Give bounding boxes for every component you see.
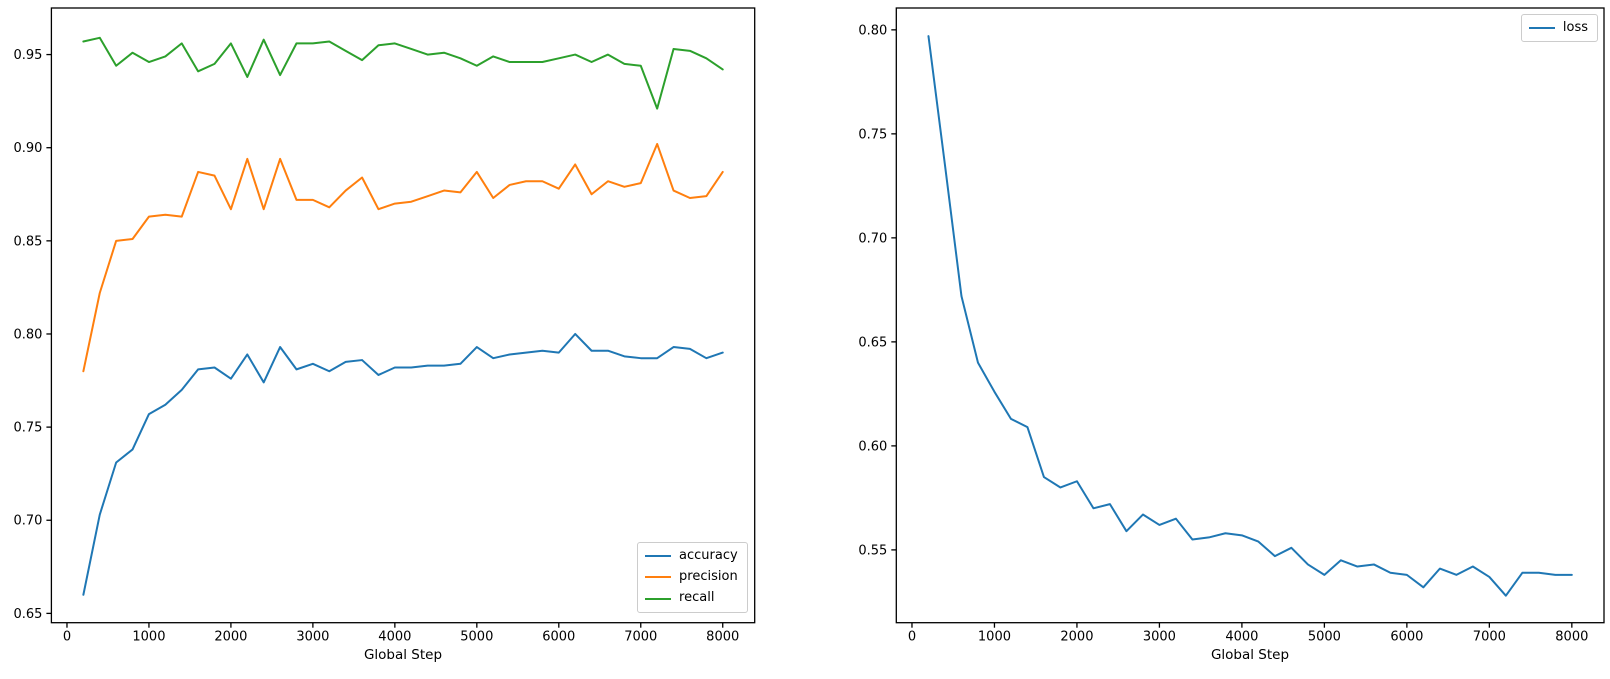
metrics-x-tick-label: 4000 [378, 629, 411, 644]
legend-label-recall: recall [679, 590, 715, 606]
metrics-x-tick-label: 2000 [214, 629, 247, 644]
metrics-y-tick-label: 0.80 [13, 327, 42, 342]
loss-x-tick-label: 3000 [1143, 629, 1176, 644]
metrics-x-tick-label: 3000 [296, 629, 329, 644]
metrics-x-tick-label: 8000 [706, 629, 739, 644]
loss-y-tick-label: 0.75 [858, 127, 887, 142]
loss-axes-frame [895, 7, 1605, 624]
loss-x-tick-label: 4000 [1225, 629, 1258, 644]
metrics-series-recall [82, 36, 724, 110]
metrics-series-accuracy [82, 332, 724, 596]
legend-item-recall: recall [645, 590, 738, 606]
metrics-y-tick-label: 0.95 [13, 48, 42, 63]
metrics-y-tick-label: 0.90 [13, 141, 42, 156]
legend-item-loss: loss [1528, 20, 1588, 36]
metrics-y-tick-label: 0.85 [13, 234, 42, 249]
metrics-chart: 0 1000 2000 3000 4000 5000 6000 7000 8000 0.65 0.7… [13, 7, 756, 663]
loss-x-tick-label: 6000 [1390, 629, 1423, 644]
loss-chart: 0 1000 2000 3000 4000 5000 6000 7000 8000 0.55 0.6… [805, 0, 1610, 679]
loss-y-tick-label: 0.65 [858, 335, 887, 350]
loss-y-tick-label: 0.80 [858, 23, 887, 38]
metrics-plot-canvas: 0 1000 2000 3000 4000 5000 6000 7000 8000 0.65 0.7… [13, 7, 756, 644]
recall-line-swatch-icon [645, 597, 672, 600]
metrics-x-tick-label: 5000 [460, 629, 493, 644]
metrics-x-tick-label: 1000 [132, 629, 165, 644]
precision-line-swatch-icon [645, 576, 672, 579]
loss-x-tick-label: 0 [908, 629, 916, 644]
metrics-legend: accuracy precision recall [637, 541, 748, 613]
metrics-x-tick-label: 6000 [542, 629, 575, 644]
legend-label-loss: loss [1562, 20, 1588, 35]
loss-y-tick-label: 0.70 [858, 231, 887, 246]
metrics-series-precision [82, 142, 724, 373]
metrics-y-axis-ticks: 0.65 0.70 0.75 0.80 0.85 0.90 0.95 [13, 48, 52, 622]
loss-series-loss [927, 35, 1573, 597]
legend-label-accuracy: accuracy [679, 547, 738, 563]
loss-x-axis-label: Global Step [1210, 647, 1290, 663]
metrics-x-tick-label: 7000 [624, 629, 657, 644]
metrics-axes-frame [50, 7, 756, 624]
legend-item-accuracy: accuracy [645, 548, 738, 564]
legend-item-precision: precision [645, 569, 738, 585]
loss-y-tick-label: 0.60 [858, 439, 887, 454]
loss-x-tick-label: 7000 [1473, 629, 1506, 644]
loss-x-axis-ticks: 0 1000 2000 3000 4000 5000 6000 7000 8000 [908, 622, 1588, 644]
loss-line-swatch-icon [1528, 27, 1555, 30]
metrics-y-tick-label: 0.70 [13, 514, 42, 529]
metrics-x-axis-ticks: 0 1000 2000 3000 4000 5000 6000 7000 8000 [63, 622, 739, 644]
loss-x-tick-label: 1000 [978, 629, 1011, 644]
loss-x-tick-label: 8000 [1555, 629, 1588, 644]
loss-x-tick-label: 5000 [1308, 629, 1341, 644]
metrics-x-tick-label: 0 [63, 629, 71, 644]
loss-plot-canvas: 0 1000 2000 3000 4000 5000 6000 7000 8000 0.55 0.6… [858, 7, 1605, 644]
loss-x-tick-label: 2000 [1060, 629, 1093, 644]
accuracy-line-swatch-icon [645, 555, 672, 558]
loss-y-tick-label: 0.55 [858, 543, 887, 558]
metrics-x-axis-label: Global Step [363, 647, 443, 663]
loss-y-axis-ticks: 0.55 0.60 0.65 0.70 0.75 0.80 [858, 23, 897, 558]
metrics-y-tick-label: 0.65 [13, 607, 42, 622]
legend-label-precision: precision [679, 569, 738, 585]
metrics-y-tick-label: 0.75 [13, 421, 42, 436]
loss-legend: loss [1520, 14, 1598, 43]
